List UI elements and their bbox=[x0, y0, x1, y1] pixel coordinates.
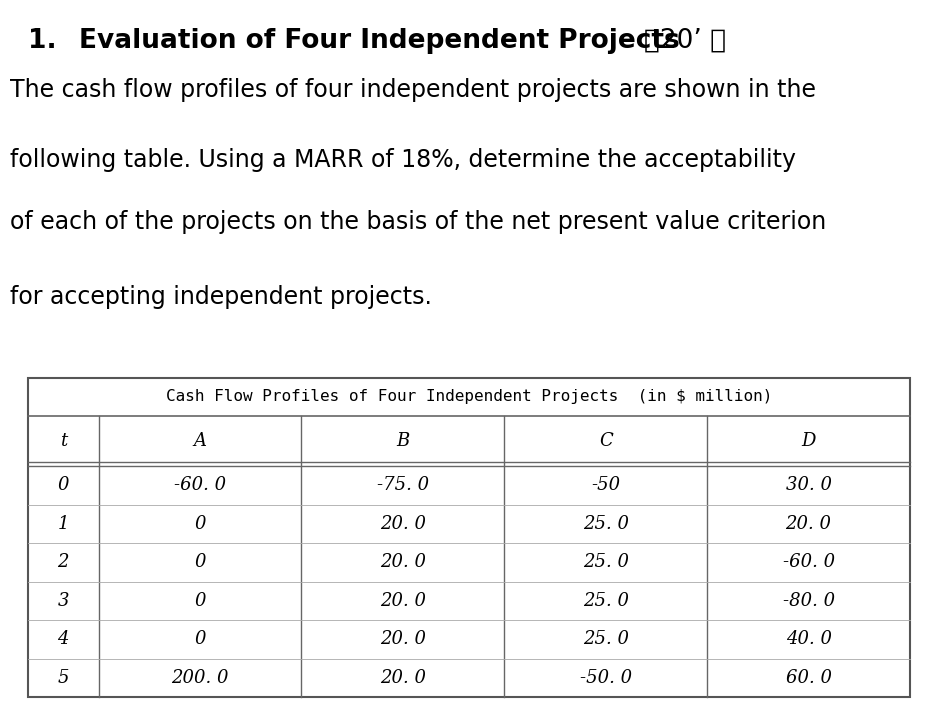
Text: 0: 0 bbox=[194, 591, 205, 610]
Text: 20. 0: 20. 0 bbox=[785, 515, 831, 533]
Text: t: t bbox=[60, 432, 67, 450]
Text: following table. Using a MARR of 18%, determine the acceptability: following table. Using a MARR of 18%, de… bbox=[10, 148, 796, 172]
Text: 40. 0: 40. 0 bbox=[785, 630, 831, 648]
Text: A: A bbox=[193, 432, 206, 450]
Text: 20. 0: 20. 0 bbox=[380, 591, 426, 610]
Text: Evaluation of Four Independent Projects: Evaluation of Four Independent Projects bbox=[79, 28, 680, 54]
Text: 4: 4 bbox=[58, 630, 69, 648]
Text: 20. 0: 20. 0 bbox=[380, 630, 426, 648]
Text: -50: -50 bbox=[591, 476, 620, 494]
Text: -50. 0: -50. 0 bbox=[580, 669, 631, 687]
Text: D: D bbox=[801, 432, 815, 450]
Text: for accepting independent projects.: for accepting independent projects. bbox=[10, 285, 432, 309]
Text: 25. 0: 25. 0 bbox=[583, 515, 629, 533]
Text: 1: 1 bbox=[58, 515, 69, 533]
Text: 0: 0 bbox=[194, 515, 205, 533]
Text: 25. 0: 25. 0 bbox=[583, 591, 629, 610]
Text: 2: 2 bbox=[58, 553, 69, 571]
Text: 60. 0: 60. 0 bbox=[785, 669, 831, 687]
Text: 20. 0: 20. 0 bbox=[380, 669, 426, 687]
Text: -60. 0: -60. 0 bbox=[174, 476, 226, 494]
Text: 20. 0: 20. 0 bbox=[380, 515, 426, 533]
Text: B: B bbox=[396, 432, 409, 450]
Text: The cash flow profiles of four independent projects are shown in the: The cash flow profiles of four independe… bbox=[10, 78, 816, 102]
Text: -75. 0: -75. 0 bbox=[376, 476, 429, 494]
Text: 1.: 1. bbox=[28, 28, 84, 54]
Text: 0: 0 bbox=[194, 630, 205, 648]
Text: 0: 0 bbox=[58, 476, 69, 494]
Text: Cash Flow Profiles of Four Independent Projects  (in $ million): Cash Flow Profiles of Four Independent P… bbox=[166, 390, 772, 405]
Text: 3: 3 bbox=[58, 591, 69, 610]
Text: 0: 0 bbox=[194, 553, 205, 571]
Text: 5: 5 bbox=[58, 669, 69, 687]
Text: 25. 0: 25. 0 bbox=[583, 553, 629, 571]
Text: 30. 0: 30. 0 bbox=[785, 476, 831, 494]
Text: 20. 0: 20. 0 bbox=[380, 553, 426, 571]
Text: of each of the projects on the basis of the net present value criterion: of each of the projects on the basis of … bbox=[10, 210, 827, 234]
Text: （20’ ）: （20’ ） bbox=[644, 28, 727, 54]
Text: C: C bbox=[599, 432, 613, 450]
Text: -60. 0: -60. 0 bbox=[783, 553, 835, 571]
Text: -80. 0: -80. 0 bbox=[783, 591, 835, 610]
Text: 25. 0: 25. 0 bbox=[583, 630, 629, 648]
Text: 200. 0: 200. 0 bbox=[171, 669, 229, 687]
